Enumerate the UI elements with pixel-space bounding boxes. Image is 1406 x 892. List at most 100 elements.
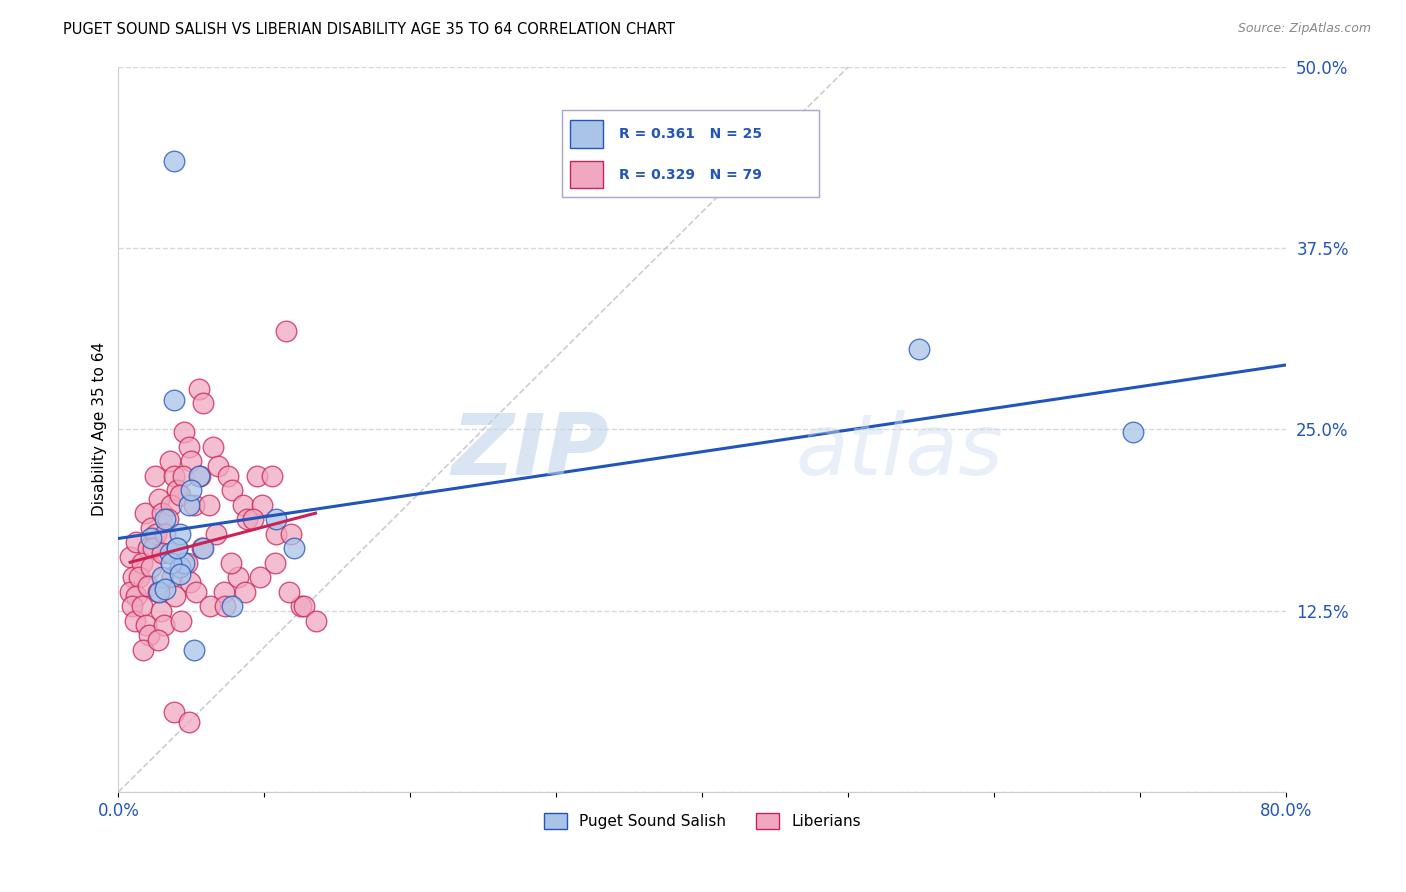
Point bbox=[163, 393, 186, 408]
Point bbox=[142, 541, 165, 556]
Point bbox=[246, 468, 269, 483]
Point bbox=[150, 507, 173, 521]
Point bbox=[120, 584, 142, 599]
Point bbox=[166, 541, 188, 556]
Point bbox=[169, 560, 191, 574]
Point bbox=[138, 628, 160, 642]
Point bbox=[162, 570, 184, 584]
Point bbox=[135, 618, 157, 632]
Point bbox=[187, 468, 209, 483]
Point bbox=[149, 604, 172, 618]
Point bbox=[221, 599, 243, 614]
Point bbox=[173, 556, 195, 570]
Point bbox=[198, 498, 221, 512]
Point bbox=[278, 584, 301, 599]
Point bbox=[184, 584, 207, 599]
Text: Source: ZipAtlas.com: Source: ZipAtlas.com bbox=[1237, 22, 1371, 36]
Point bbox=[205, 526, 228, 541]
Point bbox=[153, 512, 176, 526]
Point bbox=[159, 545, 181, 559]
Point bbox=[166, 541, 188, 556]
Point bbox=[212, 584, 235, 599]
Point bbox=[173, 425, 195, 440]
Point bbox=[146, 632, 169, 647]
Point bbox=[187, 382, 209, 396]
Point bbox=[124, 614, 146, 628]
Point bbox=[152, 618, 174, 632]
Point bbox=[280, 526, 302, 541]
Point bbox=[180, 483, 202, 498]
Point bbox=[163, 468, 186, 483]
Point bbox=[148, 491, 170, 506]
Point bbox=[190, 541, 212, 556]
Point bbox=[207, 458, 229, 473]
Point bbox=[160, 498, 183, 512]
Point bbox=[907, 343, 929, 357]
Point bbox=[250, 498, 273, 512]
Point bbox=[139, 531, 162, 545]
Point bbox=[163, 705, 186, 719]
Point bbox=[1122, 425, 1144, 440]
Legend: Puget Sound Salish, Liberians: Puget Sound Salish, Liberians bbox=[537, 807, 868, 835]
Point bbox=[125, 589, 148, 603]
Point bbox=[160, 556, 183, 570]
Point bbox=[121, 599, 143, 614]
Point bbox=[264, 512, 287, 526]
Point bbox=[169, 567, 191, 582]
Point bbox=[132, 642, 155, 657]
Point bbox=[283, 541, 305, 556]
Point bbox=[219, 556, 242, 570]
Point bbox=[226, 570, 249, 584]
Point bbox=[179, 574, 201, 589]
Text: atlas: atlas bbox=[796, 409, 1004, 492]
Point bbox=[134, 507, 156, 521]
Point bbox=[165, 589, 187, 603]
Point bbox=[157, 512, 180, 526]
Point bbox=[180, 454, 202, 468]
Point bbox=[217, 468, 239, 483]
Point bbox=[148, 584, 170, 599]
Point bbox=[214, 599, 236, 614]
Point bbox=[183, 642, 205, 657]
Point bbox=[304, 614, 326, 628]
Point bbox=[163, 153, 186, 168]
Point bbox=[139, 521, 162, 535]
Point bbox=[263, 556, 285, 570]
Point bbox=[145, 526, 167, 541]
Point bbox=[264, 526, 287, 541]
Point bbox=[290, 599, 312, 614]
Point bbox=[159, 454, 181, 468]
Point bbox=[166, 483, 188, 498]
Point bbox=[128, 570, 150, 584]
Point bbox=[153, 526, 176, 541]
Point bbox=[120, 549, 142, 564]
Point bbox=[200, 599, 222, 614]
Point bbox=[236, 512, 259, 526]
Point bbox=[136, 579, 159, 593]
Point bbox=[177, 715, 200, 730]
Point bbox=[169, 526, 191, 541]
Point bbox=[146, 584, 169, 599]
Point bbox=[150, 570, 173, 584]
Point bbox=[191, 396, 214, 410]
Point bbox=[183, 498, 205, 512]
Point bbox=[177, 498, 200, 512]
Point bbox=[235, 584, 257, 599]
Point bbox=[221, 483, 243, 498]
Point bbox=[122, 570, 145, 584]
Point bbox=[260, 468, 283, 483]
Point bbox=[249, 570, 271, 584]
Point bbox=[232, 498, 254, 512]
Point bbox=[131, 556, 153, 570]
Point bbox=[139, 560, 162, 574]
Point bbox=[136, 541, 159, 556]
Text: PUGET SOUND SALISH VS LIBERIAN DISABILITY AGE 35 TO 64 CORRELATION CHART: PUGET SOUND SALISH VS LIBERIAN DISABILIT… bbox=[63, 22, 675, 37]
Point bbox=[169, 487, 191, 501]
Point bbox=[191, 541, 214, 556]
Point bbox=[143, 468, 166, 483]
Point bbox=[150, 545, 173, 559]
Point bbox=[188, 468, 211, 483]
Point bbox=[153, 582, 176, 596]
Point bbox=[177, 440, 200, 454]
Point bbox=[172, 468, 194, 483]
